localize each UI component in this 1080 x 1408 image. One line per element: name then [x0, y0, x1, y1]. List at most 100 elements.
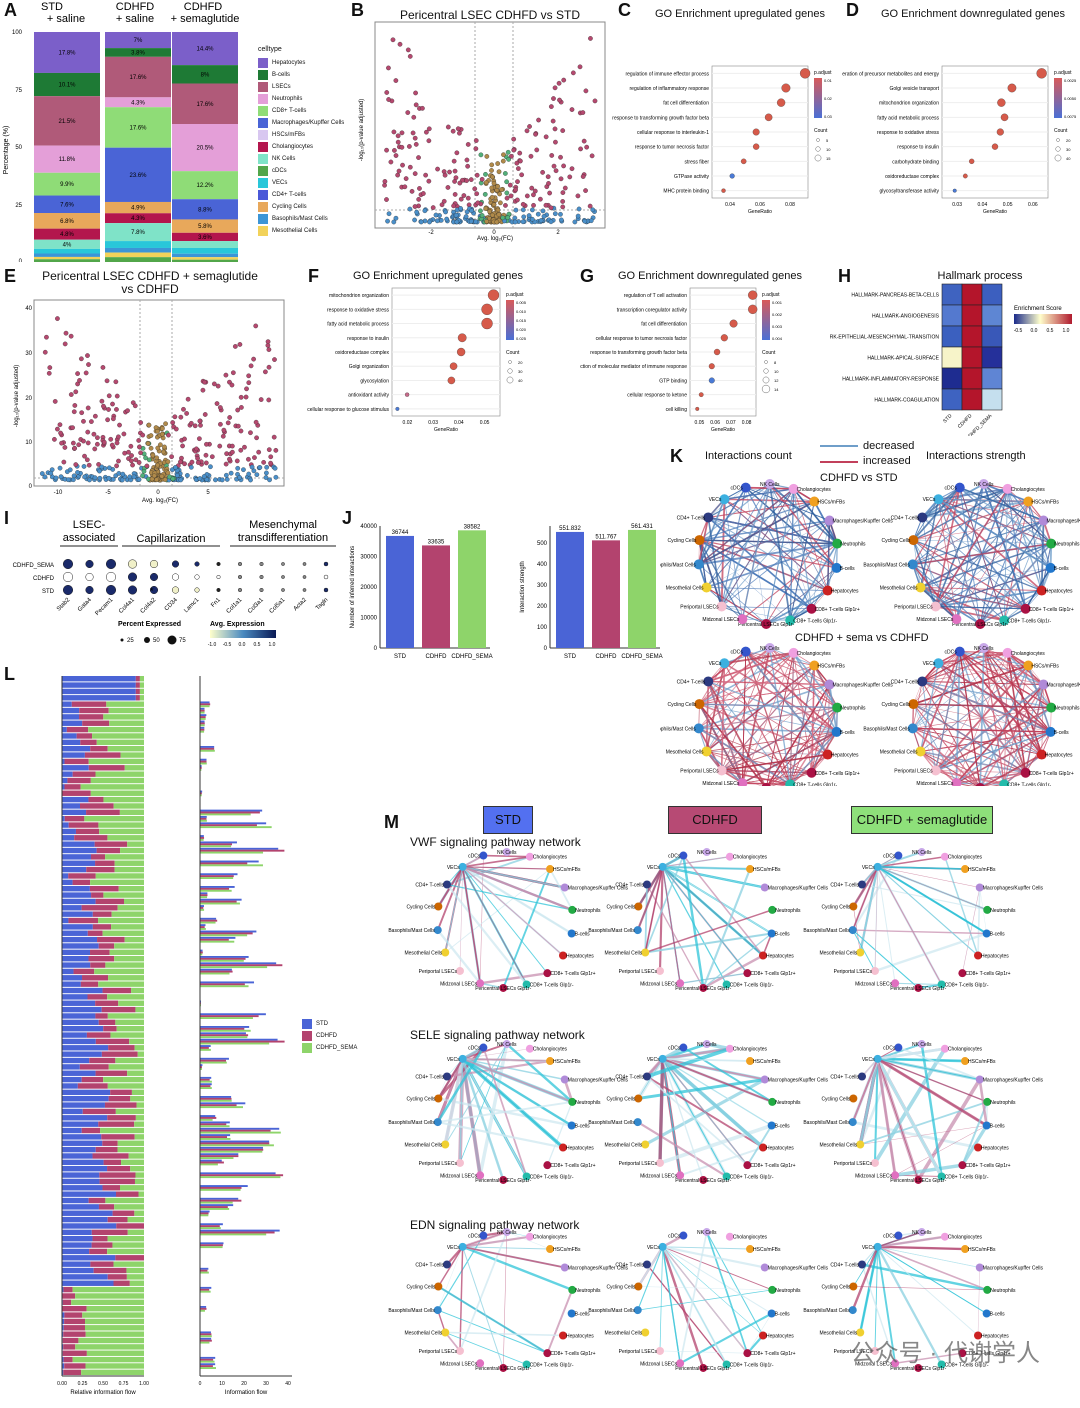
flow-bar — [139, 682, 144, 688]
point — [55, 426, 60, 432]
node-label: CD8+ T-cells Glp1r- — [945, 982, 989, 988]
node — [641, 1140, 650, 1149]
point — [504, 190, 510, 196]
node-label: cDCs — [668, 1234, 681, 1240]
flow-bar — [90, 777, 144, 784]
bar — [458, 530, 486, 648]
point — [540, 208, 546, 214]
edge — [679, 1146, 764, 1177]
flow-bar — [62, 994, 88, 1000]
point — [273, 448, 279, 453]
edge — [662, 856, 730, 868]
term-dot — [708, 363, 715, 370]
node — [502, 1228, 511, 1237]
node-label: Hepatocytes — [981, 1333, 1009, 1339]
node — [894, 1043, 903, 1052]
flow-bar — [62, 1102, 105, 1108]
flow-bar — [62, 1083, 78, 1089]
edge — [922, 680, 1051, 733]
flow-bar — [62, 1274, 108, 1280]
edge — [708, 652, 794, 683]
node — [658, 862, 667, 871]
point — [52, 437, 57, 442]
bar — [592, 540, 620, 648]
legend-item: Hepatocytes — [258, 57, 344, 69]
flow-bar — [62, 746, 91, 752]
point — [407, 144, 412, 149]
edge — [937, 498, 1052, 569]
node — [658, 1054, 667, 1063]
term-label: response to tumor necrosis factor — [635, 145, 710, 151]
point — [494, 219, 500, 225]
svg-text:200: 200 — [537, 604, 548, 610]
node-label: VECs — [862, 1245, 875, 1251]
flow-bar — [72, 879, 91, 886]
x-axis-label: Relative information flow — [70, 1390, 136, 1396]
svg-text:Count: Count — [1054, 128, 1068, 134]
flow-bar — [134, 1121, 144, 1127]
flow-bar — [62, 873, 69, 879]
svg-text:Count: Count — [506, 350, 520, 356]
flow-bar — [138, 1191, 144, 1197]
heat-cell — [981, 325, 1003, 348]
flow-bar — [63, 1344, 76, 1350]
flow-bar — [62, 1344, 64, 1350]
term-label: Golgi organization — [349, 364, 390, 370]
category-label: CDHFD_SEMA — [451, 654, 492, 660]
edge — [935, 683, 1045, 772]
heat-cell — [961, 388, 983, 411]
volcano-plot: Avg. log₂(FC) -log₁₀(p-value adjusted) 4… — [14, 299, 285, 504]
point — [581, 138, 587, 144]
point — [110, 477, 116, 482]
point — [184, 411, 189, 416]
point — [558, 211, 563, 217]
edge — [977, 1267, 980, 1336]
panel-label: B — [351, 0, 364, 20]
flow-bar — [92, 1153, 129, 1159]
point — [138, 420, 144, 425]
svg-text:0.0050: 0.0050 — [1064, 96, 1077, 101]
flow-bar — [62, 714, 80, 720]
point — [188, 464, 194, 470]
node-label: Basophils/Mast Cells — [588, 1120, 635, 1126]
flow-bar — [114, 860, 144, 866]
flow-bar — [117, 1146, 144, 1153]
node — [560, 1075, 569, 1084]
node — [760, 1263, 769, 1272]
point — [211, 381, 217, 387]
point — [457, 180, 463, 186]
edge — [983, 483, 1052, 545]
node-label: Cholangiocytes — [948, 855, 983, 861]
node — [849, 1094, 858, 1103]
svg-text:GeneRatio: GeneRatio — [748, 209, 772, 215]
point — [384, 197, 389, 202]
point — [560, 128, 566, 133]
point — [506, 157, 511, 162]
node — [655, 1346, 664, 1355]
point — [227, 456, 232, 462]
flow-bar — [113, 1261, 144, 1267]
svg-text:0.08: 0.08 — [742, 420, 752, 426]
point — [73, 462, 79, 467]
node — [983, 905, 992, 914]
edge — [938, 499, 1052, 544]
edge — [462, 1246, 504, 1369]
svg-text:-2: -2 — [428, 230, 434, 236]
term-dot — [729, 173, 735, 179]
svg-text:0.5: 0.5 — [1047, 328, 1054, 334]
legend-increased: increased — [863, 455, 911, 467]
edge — [461, 1057, 565, 1149]
bar-value: 33635 — [428, 539, 445, 545]
edge — [437, 1246, 463, 1311]
edge — [935, 652, 1008, 771]
node-label: HSCs/mFBs — [753, 1247, 781, 1253]
point — [489, 168, 494, 173]
node — [914, 1175, 923, 1184]
node — [641, 1328, 650, 1337]
node — [917, 512, 928, 523]
point — [109, 442, 115, 448]
point — [53, 475, 59, 481]
flow-bar — [62, 1057, 90, 1064]
node — [546, 1057, 555, 1066]
